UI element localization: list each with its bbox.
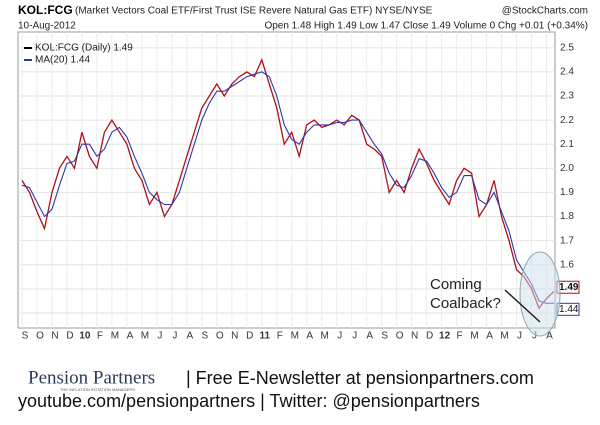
x-tick-label: J bbox=[532, 331, 537, 342]
source: @StockCharts.com bbox=[502, 6, 588, 17]
x-tick-label: A bbox=[546, 331, 553, 342]
x-tick-label: D bbox=[246, 331, 253, 342]
x-tick-label: J bbox=[157, 331, 162, 342]
x-tick-label: J bbox=[172, 331, 177, 342]
x-tick-label: F bbox=[277, 331, 283, 342]
x-tick-label: S bbox=[22, 331, 29, 342]
y-tick-label: 1.9 bbox=[560, 187, 574, 198]
x-tick-label: O bbox=[216, 331, 224, 342]
x-tick-label: J bbox=[517, 331, 522, 342]
tagline: THE INFLATION ROTATION MANAGERS bbox=[60, 387, 135, 392]
x-tick-label: M bbox=[500, 331, 508, 342]
series-line bbox=[21, 58, 555, 310]
y-tick-label: 2.2 bbox=[560, 115, 574, 126]
x-tick-label: F bbox=[457, 331, 463, 342]
annotation: Coming bbox=[430, 276, 482, 293]
x-tick-label: A bbox=[366, 331, 373, 342]
highlight-ellipse bbox=[519, 251, 561, 337]
x-tick-label: F bbox=[97, 331, 103, 342]
legend-label: KOL:FCG (Daily) 1.49 bbox=[35, 43, 133, 54]
x-tick-label: N bbox=[51, 331, 58, 342]
x-tick-label: D bbox=[426, 331, 433, 342]
y-tick-label: 2.5 bbox=[560, 42, 574, 53]
brand: Pension Partners bbox=[28, 367, 155, 388]
x-tick-label: 12 bbox=[439, 331, 451, 342]
annotation: Coalback? bbox=[430, 295, 501, 312]
end-label: 1.44 bbox=[559, 304, 579, 315]
x-tick-label: M bbox=[291, 331, 299, 342]
footer-line: youtube.com/pensionpartners | Twitter: @… bbox=[18, 391, 480, 411]
x-tick-label: A bbox=[127, 331, 134, 342]
x-tick-label: N bbox=[411, 331, 418, 342]
y-tick-label: 1.7 bbox=[560, 235, 574, 246]
plot-frame bbox=[17, 31, 556, 329]
y-tick-label: 2.1 bbox=[560, 139, 574, 150]
y-tick-label: 2.4 bbox=[560, 67, 574, 78]
annotation-arrow bbox=[504, 289, 541, 323]
end-label: 1.49 bbox=[559, 282, 579, 293]
x-tick-label: 11 bbox=[259, 331, 270, 342]
series-line bbox=[21, 71, 554, 304]
x-tick-label: 10 bbox=[79, 331, 91, 342]
x-tick-label: J bbox=[352, 331, 357, 342]
quote: Open 1.48 High 1.49 Low 1.47 Close 1.49 … bbox=[264, 21, 588, 32]
chart-title: (Market Vectors Coal ETF/First Trust ISE… bbox=[75, 6, 433, 17]
x-tick-label: S bbox=[201, 331, 208, 342]
legend-label: MA(20) 1.44 bbox=[35, 55, 90, 66]
x-tick-label: A bbox=[306, 331, 313, 342]
x-tick-label: O bbox=[36, 331, 44, 342]
x-tick-label: M bbox=[470, 331, 478, 342]
y-tick-label: 2.3 bbox=[560, 91, 574, 102]
x-tick-label: J bbox=[337, 331, 342, 342]
symbol: KOL:FCG bbox=[18, 3, 73, 17]
x-tick-label: A bbox=[187, 331, 194, 342]
x-tick-label: M bbox=[141, 331, 149, 342]
date: 10-Aug-2012 bbox=[18, 21, 76, 32]
y-tick-label: 1.8 bbox=[560, 211, 574, 222]
y-tick-label: 1.6 bbox=[560, 259, 574, 270]
y-tick-label: 2.0 bbox=[560, 163, 574, 174]
x-tick-label: O bbox=[396, 331, 404, 342]
x-tick-label: A bbox=[486, 331, 493, 342]
footer-line: | Free E-Newsletter at pensionpartners.c… bbox=[186, 368, 534, 388]
x-tick-label: D bbox=[66, 331, 73, 342]
x-tick-label: M bbox=[321, 331, 329, 342]
x-tick-label: N bbox=[231, 331, 238, 342]
x-tick-label: S bbox=[381, 331, 388, 342]
x-tick-label: M bbox=[111, 331, 119, 342]
